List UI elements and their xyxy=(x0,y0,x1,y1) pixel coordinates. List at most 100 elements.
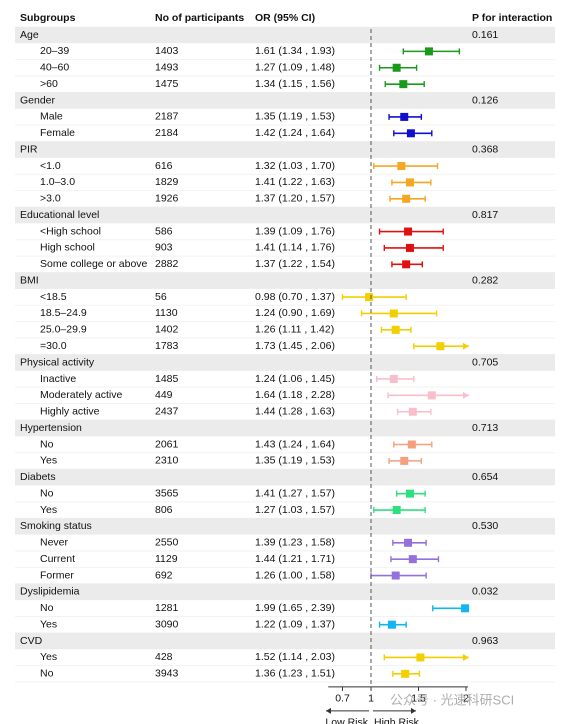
p-interaction: 0.032 xyxy=(472,586,498,598)
low-risk-label: Low Risk xyxy=(325,717,368,724)
p-interaction: 0.654 xyxy=(472,471,498,483)
group-name: Hypertension xyxy=(20,422,82,434)
subgroup-label: 1.0–3.0 xyxy=(40,176,75,188)
participants: 2310 xyxy=(155,455,179,467)
participants: 3943 xyxy=(155,668,179,680)
subgroup-label: Yes xyxy=(40,455,57,467)
or-point xyxy=(461,604,470,613)
p-interaction: 0.282 xyxy=(472,274,498,286)
group-band xyxy=(15,518,555,535)
participants: 1129 xyxy=(155,553,178,565)
x-tick-label: 0.7 xyxy=(335,693,350,705)
or-point xyxy=(392,63,401,72)
or-ci: 1.37 (1.20 , 1.57) xyxy=(255,193,335,205)
subgroup-label: Never xyxy=(40,537,69,549)
bands xyxy=(15,26,555,683)
or-point xyxy=(392,506,401,515)
subgroup-label: 40–60 xyxy=(40,62,69,74)
or-point xyxy=(365,293,374,302)
subgroup-label: Moderately active xyxy=(40,389,122,401)
participants: 586 xyxy=(155,225,173,237)
subgroup-label: Yes xyxy=(40,651,57,663)
participants: 1926 xyxy=(155,193,179,205)
or-point xyxy=(436,342,445,351)
subgroup-label: <1.0 xyxy=(40,160,61,172)
or-point xyxy=(427,391,436,400)
group-band xyxy=(15,469,555,486)
column-header: Subgroups xyxy=(20,12,76,24)
group-name: Physical activity xyxy=(20,356,95,368)
marks xyxy=(341,48,469,677)
participants: 3565 xyxy=(155,487,179,499)
or-point xyxy=(404,227,413,236)
or-point xyxy=(397,162,406,171)
or-ci: 1.24 (1.06 , 1.45) xyxy=(255,373,335,385)
group-name: Smoking status xyxy=(20,520,92,532)
participants: 1829 xyxy=(155,176,179,188)
subgroup-label: Former xyxy=(40,569,74,581)
or-ci: 1.42 (1.24 , 1.64) xyxy=(255,127,335,139)
or-ci: 1.27 (1.03 , 1.57) xyxy=(255,504,335,516)
or-point xyxy=(416,653,425,662)
low-arrow-head xyxy=(326,707,331,714)
column-header: OR (95% CI) xyxy=(255,12,315,24)
or-point xyxy=(402,260,411,269)
or-ci: 1.36 (1.23 , 1.51) xyxy=(255,668,335,680)
or-point xyxy=(400,112,409,121)
ci-arrow xyxy=(462,653,469,661)
subgroup-label: No xyxy=(40,668,54,680)
group-band xyxy=(15,26,555,44)
participants: 1485 xyxy=(155,373,179,385)
participants: 449 xyxy=(155,389,173,401)
or-ci: 1.27 (1.09 , 1.48) xyxy=(255,62,335,74)
participants: 1403 xyxy=(155,45,179,57)
column-header: No of participants xyxy=(155,12,244,24)
or-point xyxy=(401,669,410,678)
subgroup-label: <High school xyxy=(40,225,101,237)
or-point xyxy=(400,456,409,465)
or-ci: 1.24 (0.90 , 1.69) xyxy=(255,307,335,319)
or-ci: 1.35 (1.19 , 1.53) xyxy=(255,455,335,467)
or-point xyxy=(424,47,433,56)
group-name: CVD xyxy=(20,635,43,647)
or-ci: 0.98 (0.70 , 1.37) xyxy=(255,291,335,303)
or-ci: 1.44 (1.21 , 1.71) xyxy=(255,553,335,565)
subgroup-label: Female xyxy=(40,127,75,139)
p-interaction: 0.530 xyxy=(472,520,498,532)
subgroup-label: Some college or above xyxy=(40,258,148,270)
or-ci: 1.41 (1.14 , 1.76) xyxy=(255,242,335,254)
or-point xyxy=(404,538,413,547)
or-point xyxy=(408,555,417,564)
participants: 428 xyxy=(155,651,173,663)
subgroup-label: =30.0 xyxy=(40,340,67,352)
or-ci: 1.52 (1.14 , 2.03) xyxy=(255,651,335,663)
subgroup-label: High school xyxy=(40,242,95,254)
group-band xyxy=(15,632,555,650)
or-ci: 1.43 (1.24 , 1.64) xyxy=(255,438,335,450)
participants: 903 xyxy=(155,242,173,254)
p-interaction: 0.817 xyxy=(472,209,498,221)
ci-arrow xyxy=(462,391,469,399)
p-interaction: 0.713 xyxy=(472,422,498,434)
participants: 1783 xyxy=(155,340,179,352)
x-tick-label: 2 xyxy=(463,693,469,705)
or-ci: 1.26 (1.11 , 1.42) xyxy=(255,324,334,336)
p-interaction: 0.963 xyxy=(472,635,498,647)
p-interaction: 0.161 xyxy=(472,29,498,41)
or-ci: 1.41 (1.27 , 1.57) xyxy=(255,487,335,499)
or-point xyxy=(408,407,417,416)
group-name: Diabets xyxy=(20,471,56,483)
participants: 2437 xyxy=(155,406,179,418)
or-ci: 1.32 (1.03 , 1.70) xyxy=(255,160,335,172)
subgroup-label: Highly active xyxy=(40,406,100,418)
group-band xyxy=(15,92,555,109)
or-ci: 1.99 (1.65 , 2.39) xyxy=(255,602,335,614)
x-tick-label: 1 xyxy=(368,693,374,705)
group-band xyxy=(15,583,555,601)
or-ci: 1.35 (1.19 , 1.53) xyxy=(255,111,335,123)
participants: 2184 xyxy=(155,127,179,139)
subgroup-label: 18.5–24.9 xyxy=(40,307,87,319)
participants: 616 xyxy=(155,160,173,172)
or-ci: 1.39 (1.09 , 1.76) xyxy=(255,225,335,237)
ci-arrow xyxy=(462,342,469,350)
